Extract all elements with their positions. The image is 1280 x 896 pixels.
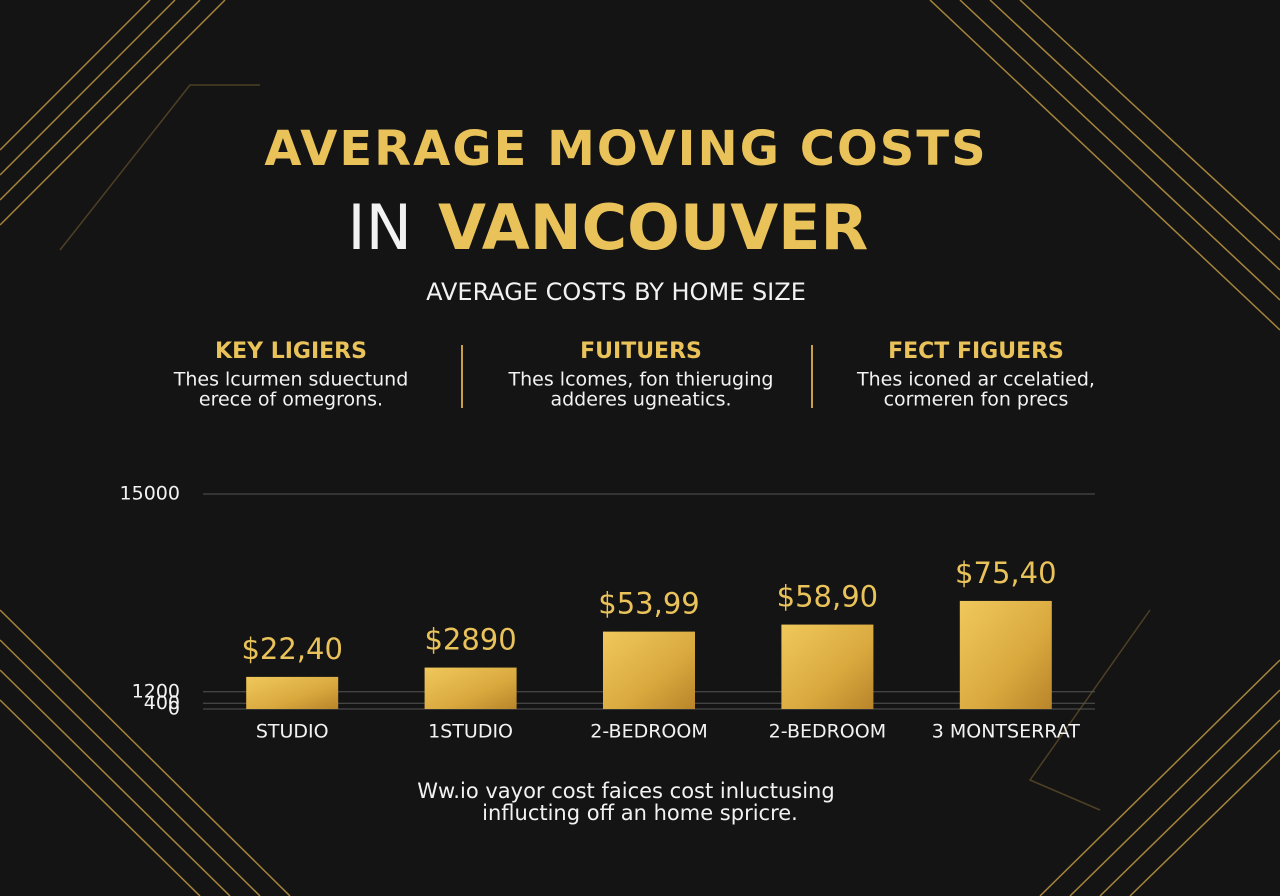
bar: [781, 624, 874, 709]
value-label: $75,40: [955, 556, 1056, 590]
key-text: Thes lcomes, fon thieruging: [508, 369, 774, 391]
y-tick-label: 0: [168, 698, 180, 720]
bar: [959, 600, 1052, 709]
key-heading: KEY LIGIERS: [215, 339, 367, 364]
x-tick-label: STUDIO: [256, 721, 329, 743]
bar: [424, 667, 517, 709]
y-tick-label: 15000: [120, 483, 180, 505]
title-line: AVERAGE MOVING COSTS: [264, 121, 987, 177]
title-highlight: VANCOUVER: [438, 191, 868, 264]
y-tick-label: 1200: [132, 680, 180, 702]
value-label: $22,40: [241, 632, 342, 666]
subtitle: AVERAGE COSTS BY HOME SIZE: [426, 278, 806, 306]
value-label: $58,90: [777, 580, 878, 614]
key-text: Thes lcurmen sduectund: [173, 369, 409, 391]
footer-line: Ww.io vayor cost faices cost inluctusing: [417, 779, 834, 803]
key-text: Thes iconed ar ccelatied,: [856, 369, 1095, 391]
key-text: cormeren fon precs: [884, 389, 1069, 411]
title-prefix: IN: [347, 191, 412, 264]
value-label: $2890: [424, 623, 516, 657]
footer-line: influcting off an home spricre.: [482, 801, 798, 825]
x-tick-label: 2-BEDROOM: [590, 721, 707, 743]
value-label: $53,99: [598, 587, 699, 621]
y-tick-label: 400: [144, 692, 180, 714]
key-heading: FUITUERS: [580, 339, 702, 364]
x-tick-label: 2-BEDROOM: [769, 721, 886, 743]
x-tick-label: 1STUDIO: [428, 721, 513, 743]
bar: [246, 676, 339, 709]
key-text: erece of omegrons.: [199, 389, 383, 411]
bar: [603, 631, 695, 709]
key-text: adderes ugneatics.: [550, 389, 731, 411]
key-heading: FECT FIGUERS: [888, 339, 1064, 364]
x-tick-label: 3 MONTSERRAT: [932, 721, 1081, 743]
